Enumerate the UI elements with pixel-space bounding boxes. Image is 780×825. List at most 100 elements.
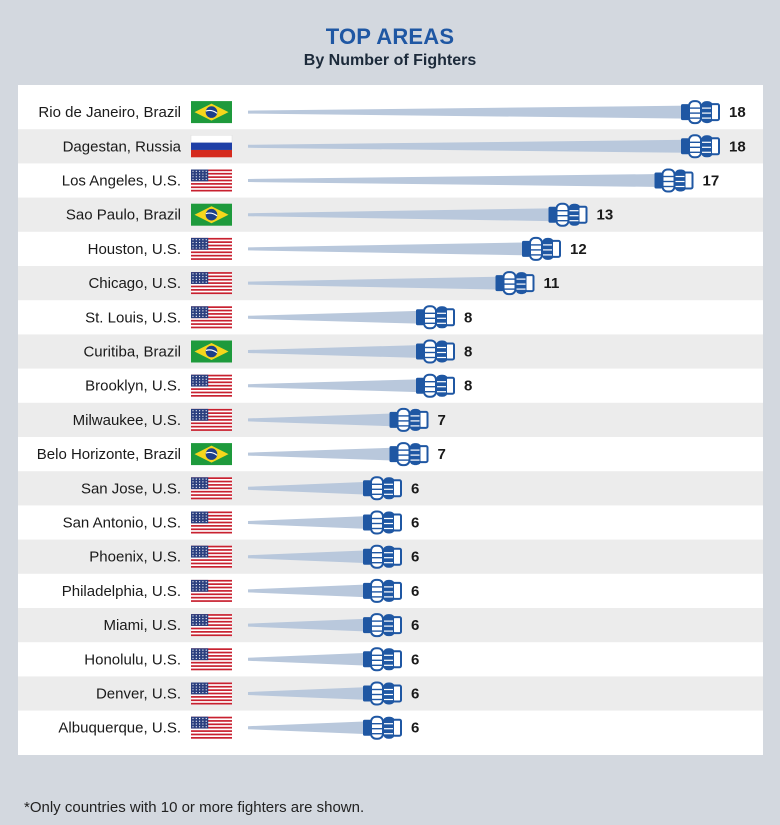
category-label: Brooklyn, U.S. <box>85 378 181 395</box>
chart-card: Rio de Janeiro, Brazil 18 Dagestan, Russia… <box>18 85 763 755</box>
bar <box>248 618 370 632</box>
value-label: 6 <box>411 549 419 566</box>
bar <box>248 276 503 290</box>
us-flag-icon <box>191 237 232 260</box>
value-label: 6 <box>411 583 419 600</box>
bar <box>248 447 397 461</box>
bar <box>248 413 397 427</box>
us-flag-icon <box>191 272 232 295</box>
bar <box>248 379 423 393</box>
fist-bump-icon <box>363 647 402 672</box>
category-label: Curitiba, Brazil <box>83 344 181 361</box>
value-label: 6 <box>411 515 419 532</box>
fist-bump-icon <box>548 202 588 227</box>
bar <box>248 516 370 529</box>
chart-row: Philadelphia, U.S. 6 <box>62 578 419 603</box>
chart-row: Albuquerque, U.S. 6 <box>58 715 419 740</box>
chart-row: Milwaukee, U.S. 7 <box>73 407 446 432</box>
bar <box>248 687 370 700</box>
value-label: 11 <box>544 275 560 292</box>
chart-row: Miami, U.S. 6 <box>103 613 419 638</box>
fist-bump-icon <box>363 544 402 569</box>
chart-row: Phoenix, U.S. 6 <box>89 544 419 569</box>
fist-bump-icon <box>416 305 455 330</box>
bar <box>248 584 370 598</box>
value-label: 17 <box>703 173 720 190</box>
category-label: Rio de Janeiro, Brazil <box>38 104 181 121</box>
bar <box>248 310 423 324</box>
us-flag-icon <box>191 511 232 534</box>
category-label: Philadelphia, U.S. <box>62 583 181 600</box>
value-label: 12 <box>570 241 587 258</box>
fist-bump-icon <box>522 236 561 261</box>
bar <box>248 242 529 256</box>
chart-row: Sao Paulo, Brazil 13 <box>66 202 614 227</box>
chart-row: Houston, U.S. 12 <box>88 236 587 261</box>
value-label: 8 <box>464 378 472 395</box>
us-flag-icon <box>191 716 232 739</box>
bar <box>248 721 370 735</box>
value-label: 7 <box>438 446 446 463</box>
category-label: Dagestan, Russia <box>63 138 182 155</box>
us-flag-icon <box>191 306 232 329</box>
chart-title: TOP AREAS <box>325 24 455 49</box>
category-label: Miami, U.S. <box>103 617 181 634</box>
us-flag-icon <box>191 169 232 192</box>
us-flag-icon <box>191 545 232 568</box>
category-label: San Jose, U.S. <box>81 480 181 497</box>
fist-bump-icon <box>363 613 402 638</box>
fist-bump-icon <box>681 134 720 159</box>
category-label: Los Angeles, U.S. <box>62 173 181 190</box>
fist-bump-icon <box>363 578 402 603</box>
brazil-flag-icon <box>191 101 232 124</box>
value-label: 6 <box>411 720 419 737</box>
us-flag-icon <box>191 408 232 431</box>
bar <box>248 105 688 119</box>
value-label: 8 <box>464 344 472 361</box>
category-label: Honolulu, U.S. <box>84 651 181 668</box>
value-label: 8 <box>464 309 472 326</box>
fist-bump-icon <box>416 339 455 364</box>
fist-bump-icon <box>654 168 694 193</box>
chart-row: St. Louis, U.S. 8 <box>85 305 472 330</box>
bar <box>248 652 370 666</box>
bar <box>248 174 662 187</box>
chart-row: Curitiba, Brazil 8 <box>83 339 472 364</box>
us-flag-icon <box>191 648 232 671</box>
chart-row: San Antonio, U.S. 6 <box>63 510 419 535</box>
brazil-flag-icon <box>191 340 232 363</box>
chart-row: Dagestan, Russia 18 <box>63 134 746 159</box>
category-label: Belo Horizonte, Brazil <box>37 446 181 463</box>
bar <box>248 550 370 564</box>
chart-row: Rio de Janeiro, Brazil 18 <box>38 100 746 125</box>
category-label: Sao Paulo, Brazil <box>66 207 181 224</box>
bar-chart: Rio de Janeiro, Brazil 18 Dagestan, Russia… <box>18 100 763 740</box>
bar <box>248 345 423 358</box>
chart-row: Belo Horizonte, Brazil 7 <box>37 442 446 467</box>
chart-row: Los Angeles, U.S. 17 <box>62 168 720 193</box>
category-label: Denver, U.S. <box>96 686 181 703</box>
us-flag-icon <box>191 374 232 397</box>
bar <box>248 208 556 222</box>
fist-bump-icon <box>389 407 429 432</box>
chart-row: Denver, U.S. 6 <box>96 681 419 706</box>
bar <box>248 139 688 153</box>
value-label: 6 <box>411 651 419 668</box>
us-flag-icon <box>191 614 232 637</box>
fist-bump-icon <box>363 476 402 501</box>
chart-row: San Jose, U.S. 6 <box>81 476 419 501</box>
fist-bump-icon <box>363 715 402 740</box>
category-label: San Antonio, U.S. <box>63 515 181 532</box>
category-label: St. Louis, U.S. <box>85 309 181 326</box>
value-label: 6 <box>411 686 419 703</box>
value-label: 13 <box>597 207 614 224</box>
russia-flag-icon <box>190 135 233 158</box>
brazil-flag-icon <box>191 203 232 226</box>
fist-bump-icon <box>681 100 720 125</box>
category-label: Milwaukee, U.S. <box>73 412 181 429</box>
fist-bump-icon <box>363 681 402 706</box>
chart-row: Chicago, U.S. 11 <box>88 271 560 296</box>
chart-row: Honolulu, U.S. 6 <box>84 647 419 672</box>
chart-row: Brooklyn, U.S. 8 <box>85 373 472 398</box>
brazil-flag-icon <box>191 443 232 466</box>
